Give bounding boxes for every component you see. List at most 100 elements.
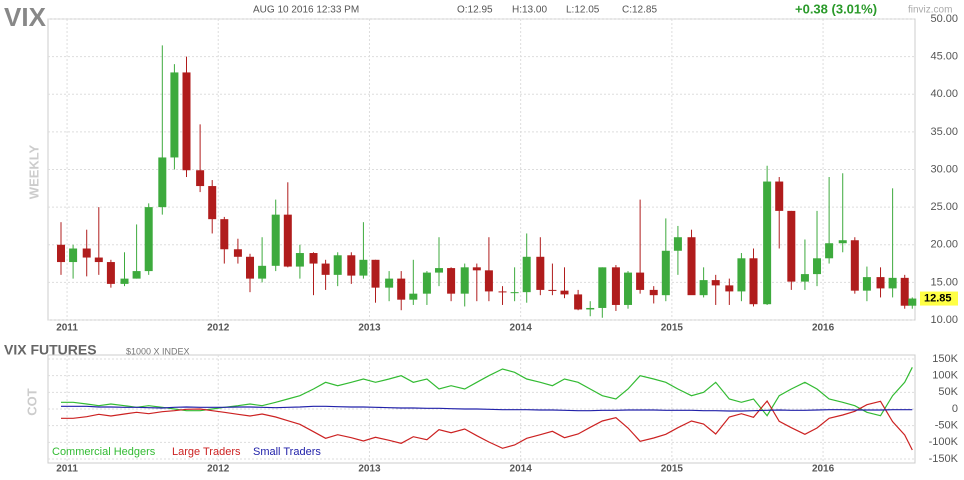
candle-body bbox=[182, 72, 191, 171]
x-tick-label: 2012 bbox=[207, 464, 230, 475]
x-tick-label: 2014 bbox=[510, 464, 533, 475]
candle-body bbox=[333, 255, 342, 275]
candle-body bbox=[258, 265, 267, 279]
y-tick-label: 50K bbox=[938, 386, 958, 398]
candle-body bbox=[120, 278, 129, 284]
timeframe: WEEKLY bbox=[26, 144, 41, 199]
candle-body bbox=[359, 259, 368, 276]
y-tick-label: 50.00 bbox=[930, 13, 958, 25]
last-price-box bbox=[920, 291, 958, 306]
candle-body bbox=[862, 277, 871, 291]
x-tick-label: 2013 bbox=[358, 323, 381, 334]
source: finviz.com bbox=[908, 5, 952, 16]
x-tick-label: 2016 bbox=[812, 464, 835, 475]
y-tick-label: 30.00 bbox=[930, 163, 958, 175]
x-tick-label: 2011 bbox=[56, 464, 78, 475]
candle-body bbox=[132, 271, 141, 279]
x-tick-label: 2013 bbox=[358, 464, 381, 475]
candle-body bbox=[208, 186, 217, 220]
candle-body bbox=[472, 267, 481, 271]
candle-body bbox=[510, 292, 519, 294]
y-tick-label: 0 bbox=[952, 403, 958, 415]
candle-body bbox=[283, 214, 292, 267]
candle-body bbox=[385, 278, 394, 288]
candle-body bbox=[661, 250, 670, 296]
y-tick-label: -100K bbox=[929, 436, 959, 448]
open-label: O:12.95 bbox=[457, 5, 493, 16]
candle-body bbox=[737, 258, 746, 292]
candle-body bbox=[57, 244, 66, 263]
candle-body bbox=[158, 157, 167, 208]
candle-body bbox=[460, 267, 469, 294]
candle-body bbox=[850, 240, 859, 291]
candle-body bbox=[498, 291, 507, 293]
close-label: C:12.85 bbox=[622, 5, 657, 16]
candle-body bbox=[908, 298, 917, 306]
candle-body bbox=[69, 248, 78, 263]
x-tick-label: 2015 bbox=[661, 323, 684, 334]
candle-body bbox=[763, 181, 772, 305]
candle-body bbox=[295, 253, 304, 267]
candle-body bbox=[649, 289, 658, 296]
series-line bbox=[61, 405, 913, 412]
series-line bbox=[61, 399, 913, 451]
candle-body bbox=[548, 289, 557, 291]
candle-body bbox=[484, 270, 493, 292]
candle-body bbox=[838, 240, 847, 244]
candle-body bbox=[536, 256, 545, 290]
candle-body bbox=[196, 170, 205, 187]
candle-body bbox=[775, 181, 784, 211]
candle-body bbox=[699, 280, 708, 296]
y-tick-label: 35.00 bbox=[930, 126, 958, 138]
candle-body bbox=[347, 255, 356, 276]
x-tick-label: 2014 bbox=[510, 323, 533, 334]
candle-body bbox=[321, 263, 330, 275]
candle-body bbox=[246, 256, 255, 279]
candle-body bbox=[220, 219, 229, 250]
candle-body bbox=[271, 214, 280, 266]
candle-body bbox=[888, 277, 897, 289]
candle-body bbox=[876, 277, 885, 289]
y-tick-label: -150K bbox=[929, 453, 959, 465]
y-tick-label: 100K bbox=[932, 370, 958, 382]
candle-body bbox=[560, 290, 569, 295]
cot-axis-label: COT bbox=[24, 388, 39, 416]
candle-body bbox=[711, 280, 720, 286]
x-tick-label: 2012 bbox=[207, 323, 230, 334]
x-tick-label: 2011 bbox=[56, 323, 78, 334]
y-tick-label: 45.00 bbox=[930, 51, 958, 63]
candle-body bbox=[687, 237, 696, 296]
candle-body bbox=[787, 210, 796, 282]
candle-body bbox=[170, 72, 179, 158]
symbol: VIX bbox=[4, 2, 47, 32]
date: AUG 10 2016 12:33 PM bbox=[253, 5, 359, 16]
candle-body bbox=[636, 272, 645, 290]
y-tick-label: 20.00 bbox=[930, 239, 958, 251]
candle-body bbox=[106, 262, 115, 284]
y-tick-label: 150K bbox=[932, 353, 958, 365]
candle-body bbox=[574, 294, 583, 310]
change: +0.38 (3.01%) bbox=[795, 1, 877, 16]
candle-body bbox=[800, 274, 809, 282]
candle-body bbox=[82, 248, 91, 258]
y-tick-label: 15.00 bbox=[930, 276, 958, 288]
cot-subtitle: $1000 X INDEX bbox=[126, 346, 190, 356]
cot-title: VIX FUTURES bbox=[4, 342, 97, 358]
candle-body bbox=[397, 278, 406, 300]
candle-body bbox=[673, 237, 682, 251]
candle-body bbox=[144, 207, 153, 272]
legend-entry: Large Traders bbox=[172, 446, 241, 458]
candle-body bbox=[94, 257, 103, 263]
candle-body bbox=[233, 249, 242, 257]
legend-entry: Small Traders bbox=[253, 446, 321, 458]
high-label: H:13.00 bbox=[512, 5, 547, 16]
candle-body bbox=[435, 268, 444, 273]
last-price-label: 12.85 bbox=[924, 292, 952, 304]
candle-body bbox=[813, 258, 822, 275]
y-tick-label: 25.00 bbox=[930, 201, 958, 213]
candle-body bbox=[725, 285, 734, 292]
x-tick-label: 2016 bbox=[812, 323, 835, 334]
candle-body bbox=[522, 256, 531, 293]
